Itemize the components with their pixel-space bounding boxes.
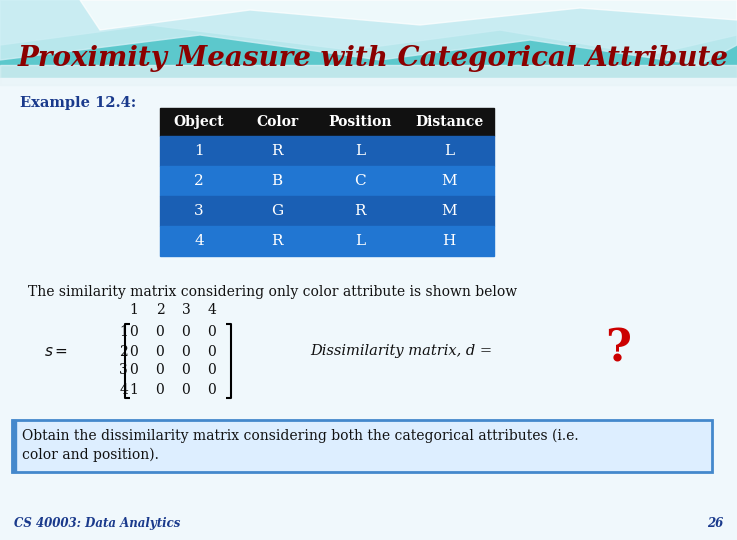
Text: 1: 1 — [130, 303, 139, 317]
Polygon shape — [0, 0, 737, 55]
Text: Proximity Measure with Categorical Attribute: Proximity Measure with Categorical Attri… — [18, 45, 729, 72]
Text: 0: 0 — [181, 363, 190, 377]
Bar — [0, 65, 737, 85]
Text: Color: Color — [256, 115, 298, 129]
Text: G: G — [271, 204, 283, 218]
Text: Object: Object — [174, 115, 224, 129]
Text: R: R — [271, 144, 283, 158]
Text: 3: 3 — [181, 303, 190, 317]
Text: $s =$: $s =$ — [44, 344, 68, 359]
Bar — [160, 108, 494, 136]
Text: Dissimilarity matrix, d =: Dissimilarity matrix, d = — [310, 345, 492, 359]
Text: CS 40003: Data Analytics: CS 40003: Data Analytics — [14, 517, 181, 530]
Text: 0: 0 — [156, 363, 164, 377]
Text: 26: 26 — [707, 517, 723, 530]
Text: 1: 1 — [130, 382, 139, 396]
Bar — [160, 166, 494, 196]
Text: 0: 0 — [156, 382, 164, 396]
Text: 2: 2 — [119, 345, 128, 359]
Text: ?: ? — [605, 328, 631, 371]
Text: Position: Position — [328, 115, 392, 129]
Text: 0: 0 — [130, 345, 139, 359]
Text: L: L — [444, 144, 454, 158]
Text: Example 12.4:: Example 12.4: — [20, 96, 136, 110]
Text: C: C — [354, 174, 366, 188]
Bar — [160, 196, 494, 226]
Text: 0: 0 — [181, 326, 190, 340]
Text: 0: 0 — [208, 363, 217, 377]
FancyBboxPatch shape — [12, 420, 712, 472]
Text: L: L — [355, 234, 365, 248]
Bar — [12, 420, 16, 472]
Text: 0: 0 — [208, 326, 217, 340]
Text: 3: 3 — [119, 363, 128, 377]
Text: 3: 3 — [194, 204, 204, 218]
Text: B: B — [271, 174, 282, 188]
Text: 2: 2 — [156, 303, 164, 317]
Text: H: H — [442, 234, 455, 248]
Text: 4: 4 — [119, 382, 128, 396]
Text: color and position).: color and position). — [22, 448, 159, 462]
Polygon shape — [80, 0, 737, 30]
Bar — [0, 78, 737, 540]
Text: 0: 0 — [130, 363, 139, 377]
Bar — [160, 226, 494, 256]
Text: 0: 0 — [156, 345, 164, 359]
Text: 0: 0 — [208, 382, 217, 396]
Text: 0: 0 — [208, 345, 217, 359]
Text: 1: 1 — [194, 144, 204, 158]
Text: 4: 4 — [194, 234, 204, 248]
Text: 2: 2 — [194, 174, 204, 188]
Text: 0: 0 — [181, 382, 190, 396]
Polygon shape — [0, 0, 737, 65]
Text: 0: 0 — [156, 326, 164, 340]
Text: 1: 1 — [119, 326, 128, 340]
Text: M: M — [441, 174, 457, 188]
Text: Obtain the dissimilarity matrix considering both the categorical attributes (i.e: Obtain the dissimilarity matrix consider… — [22, 429, 579, 443]
Bar — [160, 136, 494, 166]
Text: 0: 0 — [181, 345, 190, 359]
Text: R: R — [354, 204, 366, 218]
Text: L: L — [355, 144, 365, 158]
Text: 0: 0 — [130, 326, 139, 340]
Text: 4: 4 — [208, 303, 217, 317]
Text: Distance: Distance — [415, 115, 483, 129]
Bar — [0, 0, 737, 80]
Text: M: M — [441, 204, 457, 218]
Text: The similarity matrix considering only color attribute is shown below: The similarity matrix considering only c… — [28, 285, 517, 299]
Text: R: R — [271, 234, 283, 248]
